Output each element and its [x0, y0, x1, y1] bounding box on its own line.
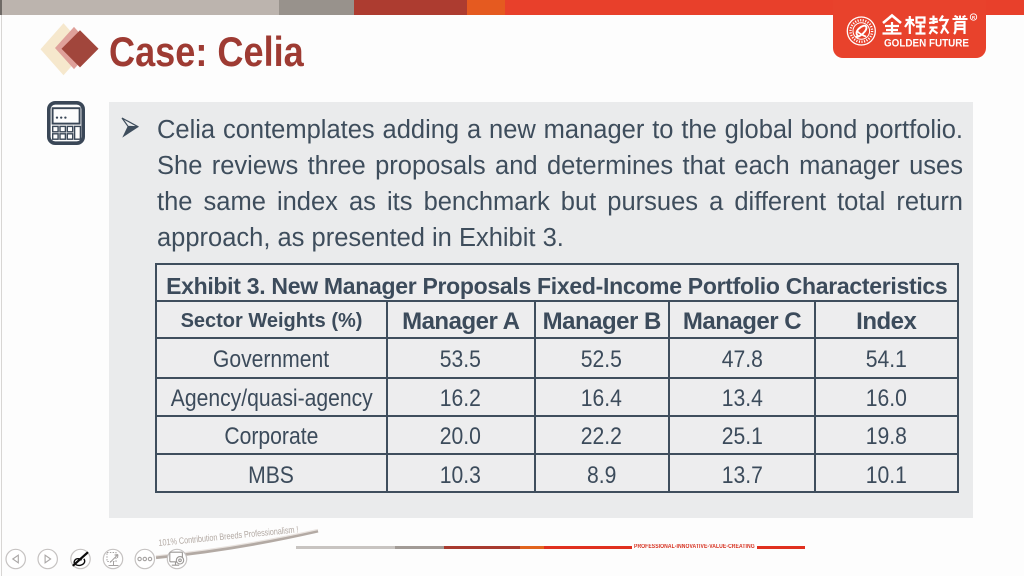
svg-text:GOLDEN FUTURE: GOLDEN FUTURE	[884, 38, 969, 50]
svg-text:R: R	[972, 15, 976, 20]
